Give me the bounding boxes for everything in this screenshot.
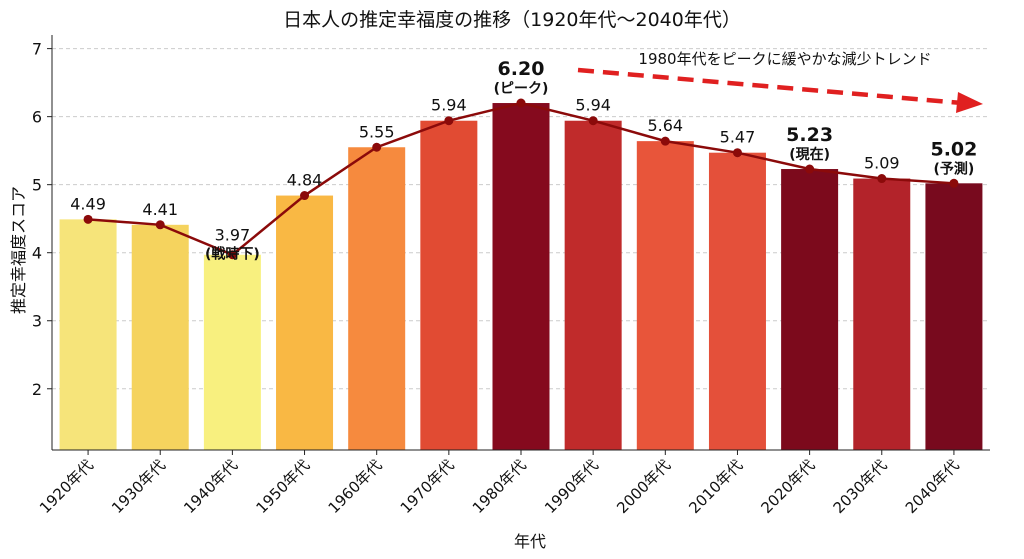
data-point (660, 136, 670, 146)
bar-1920年代 (59, 219, 117, 450)
value-label: 5.02 (930, 138, 977, 160)
x-tick-label: 1930年代 (108, 456, 169, 517)
y-tick-label: 3 (32, 312, 42, 331)
bar-1960年代 (348, 147, 406, 451)
x-tick-label: 1960年代 (325, 456, 386, 517)
y-tick-label: 7 (32, 40, 42, 59)
data-point (877, 174, 887, 184)
bar-1990年代 (564, 120, 622, 450)
x-tick-label: 1980年代 (469, 456, 530, 517)
y-tick-label: 4 (32, 244, 42, 263)
x-tick-label: 2020年代 (758, 456, 819, 517)
y-axis-label: 推定幸福度スコア (9, 186, 28, 314)
data-point (732, 148, 742, 158)
x-tick-label: 2000年代 (613, 456, 674, 517)
data-point (805, 164, 815, 174)
chart-title: 日本人の推定幸福度の推移（1920年代〜2040年代） (283, 9, 741, 31)
value-note: (予測) (934, 160, 975, 177)
data-point (372, 142, 382, 152)
value-note: (現在) (789, 146, 830, 163)
x-tick-label: 1940年代 (180, 456, 241, 517)
y-tick-label: 2 (32, 380, 42, 399)
value-label: 5.94 (575, 96, 611, 115)
trend-arrow-head (956, 92, 983, 113)
bar-1970年代 (420, 120, 478, 450)
value-label: 5.64 (647, 116, 683, 135)
x-tick-label: 2040年代 (902, 456, 963, 517)
bar-2010年代 (708, 152, 766, 450)
value-label: 5.47 (720, 128, 756, 147)
x-tick-label: 2030年代 (830, 456, 891, 517)
data-point (300, 191, 310, 201)
bar-1980年代 (492, 103, 550, 451)
bar-1930年代 (131, 224, 189, 450)
value-label: 5.94 (431, 96, 467, 115)
trend-annotation: 1980年代をピークに緩やかな減少トレンド (638, 50, 931, 68)
value-note: (戦時下) (205, 246, 260, 263)
y-tick-label: 5 (32, 176, 42, 195)
y-tick-label: 6 (32, 108, 42, 127)
trend-arrow (577, 67, 963, 106)
data-point (949, 178, 959, 188)
bar-2040年代 (925, 183, 983, 451)
value-label: 4.84 (287, 171, 323, 190)
data-point (83, 214, 93, 224)
data-point (516, 98, 526, 108)
x-tick-label: 1990年代 (541, 456, 602, 517)
x-tick-label: 1950年代 (252, 456, 313, 517)
x-axis-label: 年代 (514, 532, 546, 551)
value-label: 5.09 (864, 154, 900, 173)
data-point (444, 116, 454, 126)
bar-2020年代 (781, 169, 839, 450)
x-tick-label: 1970年代 (397, 456, 458, 517)
bar-1950年代 (276, 195, 334, 450)
value-label: 6.20 (498, 58, 545, 80)
bar-2000年代 (636, 141, 694, 450)
value-label: 5.55 (359, 122, 395, 141)
x-tick-label: 1920年代 (36, 456, 97, 517)
value-label: 4.41 (142, 200, 178, 219)
value-label: 4.49 (70, 194, 106, 213)
data-point (155, 220, 165, 230)
value-label: 5.23 (786, 124, 833, 146)
x-tick-label: 2010年代 (685, 456, 746, 517)
data-point (588, 116, 598, 126)
bar-1940年代 (203, 254, 261, 450)
bar-2030年代 (853, 178, 911, 450)
data-point (227, 250, 237, 260)
value-label: 3.97 (215, 226, 251, 245)
value-note: (ピーク) (494, 81, 549, 97)
